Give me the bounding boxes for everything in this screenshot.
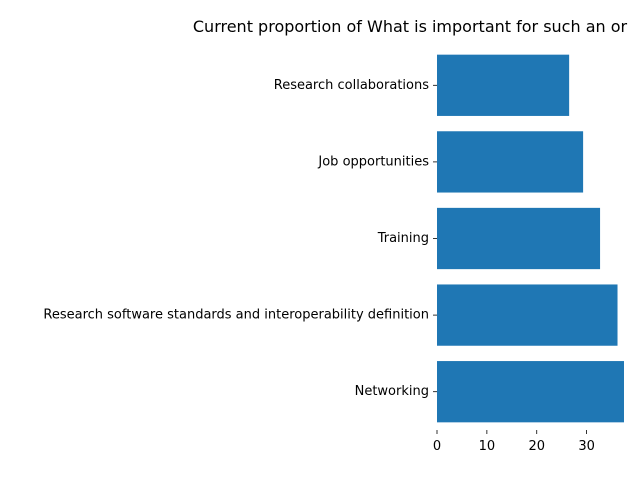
x-tick-label: 10 xyxy=(479,439,496,454)
bar xyxy=(437,54,570,116)
bar xyxy=(437,361,624,423)
x-tick-label: 20 xyxy=(528,439,545,454)
x-tick-label: 30 xyxy=(578,439,595,454)
bar xyxy=(437,284,618,346)
y-tick-label: Research software standards and interope… xyxy=(43,308,429,323)
bars-group xyxy=(437,54,624,423)
y-tick-labels: Networking Research software standards an… xyxy=(43,78,437,399)
x-tick-label: 0 xyxy=(433,439,441,454)
y-tick-label: Training xyxy=(377,231,429,246)
y-tick-label: Research collaborations xyxy=(274,78,429,93)
bar xyxy=(437,207,601,270)
y-tick-label: Networking xyxy=(355,384,429,399)
bar xyxy=(437,131,584,193)
x-axis: 0 10 20 30 xyxy=(433,430,595,454)
chart-title: Current proportion of What is important … xyxy=(193,17,628,36)
y-tick-label: Job opportunities xyxy=(317,154,429,169)
